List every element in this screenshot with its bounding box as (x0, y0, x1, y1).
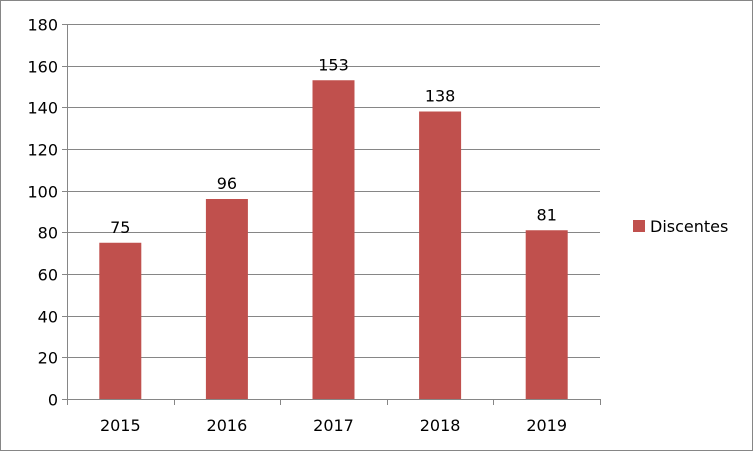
y-tick-label: 180 (27, 16, 58, 35)
x-axis-tick-labels: 2015 2016 2017 2018 2019 (100, 416, 567, 435)
y-tick-label: 80 (38, 224, 58, 243)
data-label-2018: 138 (425, 87, 456, 106)
data-label-2015: 75 (110, 218, 130, 237)
y-tick-label: 40 (38, 308, 58, 327)
data-label-2016: 96 (217, 174, 237, 193)
y-tick-label: 20 (38, 349, 58, 368)
y-tick-label: 100 (27, 183, 58, 202)
x-tick-label: 2016 (207, 416, 248, 435)
legend-label-discentes: Discentes (650, 217, 728, 236)
x-tick-label: 2017 (313, 416, 354, 435)
y-tick-label: 160 (27, 58, 58, 77)
bar-2018 (419, 111, 462, 399)
y-tick-label: 0 (48, 391, 58, 410)
y-tick-label: 60 (38, 266, 58, 285)
y-axis-tick-labels: 0 20 40 60 80 100 120 140 160 180 (27, 16, 58, 410)
bar-2019 (525, 230, 568, 399)
x-tick-label: 2015 (100, 416, 141, 435)
bar-2016 (205, 199, 248, 399)
data-labels: 75 96 153 138 81 (110, 55, 557, 237)
axes (67, 24, 601, 405)
y-tick-label: 140 (27, 99, 58, 118)
legend-swatch-discentes (633, 220, 645, 232)
bars (99, 80, 568, 399)
bar-2017 (312, 80, 355, 399)
data-label-2017: 153 (318, 55, 349, 74)
y-tick-label: 120 (27, 141, 58, 160)
data-label-2019: 81 (537, 205, 557, 224)
x-tick-label: 2019 (526, 416, 567, 435)
legend: Discentes (633, 217, 728, 236)
bar-2015 (99, 242, 142, 399)
x-tick-label: 2018 (420, 416, 461, 435)
